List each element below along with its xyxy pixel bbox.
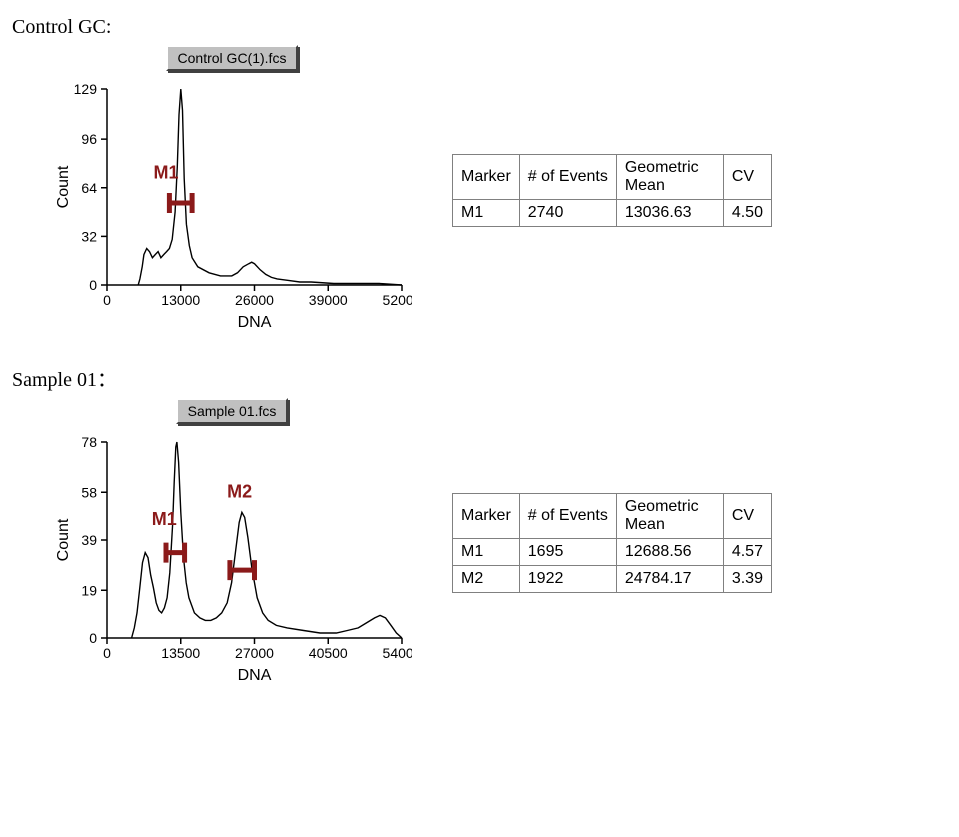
- spacer: [12, 335, 947, 359]
- table-cell: 4.50: [723, 199, 771, 226]
- y-tick-label: 78: [81, 434, 97, 450]
- marker-bracket-m1: [169, 193, 192, 213]
- section-row-1: Sample 01.fcs 0 19 39 58 78 0 13500 27000 40500 54…: [52, 398, 947, 688]
- table-row: M2192224784.173.39: [453, 566, 772, 593]
- histogram-chart: 0 19 39 58 78 0 13500 27000 40500 54000 M1 M2 DNA Cou…: [52, 428, 412, 688]
- y-axis-title: Count: [55, 165, 72, 208]
- data-curve: [132, 442, 402, 638]
- x-axis-title: DNA: [238, 314, 272, 331]
- y-tick-label: 58: [81, 484, 97, 500]
- y-tick-label: 19: [81, 582, 97, 598]
- table-cell: 12688.56: [616, 539, 723, 566]
- x-tick-label: 0: [103, 292, 111, 308]
- table-cell: 1695: [519, 539, 616, 566]
- section-title-0: Control GC:: [12, 16, 947, 39]
- x-axis-title: DNA: [238, 667, 272, 684]
- column-header: Marker: [453, 154, 520, 199]
- marker-bracket-m1: [166, 543, 185, 563]
- x-tick-label: 13000: [161, 292, 200, 308]
- stats-table: Marker# of EventsGeometric MeanCVM127401…: [452, 154, 772, 227]
- table-cell: M1: [453, 199, 520, 226]
- x-tick-label: 40500: [309, 645, 348, 661]
- x-tick-label: 13500: [161, 645, 200, 661]
- chart-wrap-0: Control GC(1).fcs 0 32 64 96 129 0 13000 26000 39…: [52, 45, 412, 335]
- table-cell: 24784.17: [616, 566, 723, 593]
- table-cell: 4.57: [723, 539, 771, 566]
- table-cell: M1: [453, 539, 520, 566]
- table-cell: 2740: [519, 199, 616, 226]
- marker-label-m1: M1: [154, 163, 179, 183]
- marker-label-m2: M2: [227, 481, 252, 501]
- table-row: M1274013036.634.50: [453, 199, 772, 226]
- y-tick-label: 0: [89, 630, 97, 646]
- table-header-row: Marker# of EventsGeometric MeanCV: [453, 494, 772, 539]
- filename-box: Control GC(1).fcs: [166, 45, 299, 71]
- y-tick-label: 64: [81, 180, 97, 196]
- section-row-0: Control GC(1).fcs 0 32 64 96 129 0 13000 26000 39…: [52, 45, 947, 335]
- column-header: Marker: [453, 494, 520, 539]
- y-tick-label: 0: [89, 277, 97, 293]
- table-cell: M2: [453, 566, 520, 593]
- x-tick-label: 39000: [309, 292, 348, 308]
- column-header: Geometric Mean: [616, 154, 723, 199]
- x-tick-label: 26000: [235, 292, 274, 308]
- table-cell: 13036.63: [616, 199, 723, 226]
- table-cell: 1922: [519, 566, 616, 593]
- y-tick-label: 129: [74, 81, 98, 97]
- x-tick-label: 27000: [235, 645, 274, 661]
- marker-label-m1: M1: [152, 509, 177, 529]
- x-tick-label: 54000: [383, 645, 412, 661]
- y-tick-label: 96: [81, 131, 97, 147]
- column-header: # of Events: [519, 154, 616, 199]
- column-header: Geometric Mean: [616, 494, 723, 539]
- data-curve: [138, 89, 402, 285]
- y-axis-title: Count: [55, 518, 72, 561]
- y-tick-label: 39: [81, 532, 97, 548]
- column-header: # of Events: [519, 494, 616, 539]
- table-row: M1169512688.564.57: [453, 539, 772, 566]
- column-header: CV: [723, 154, 771, 199]
- table-header-row: Marker# of EventsGeometric MeanCV: [453, 154, 772, 199]
- column-header: CV: [723, 494, 771, 539]
- y-tick-label: 32: [81, 228, 97, 244]
- histogram-chart: 0 32 64 96 129 0 13000 26000 39000 52000 M1 DNA Coun…: [52, 75, 412, 335]
- table-cell: 3.39: [723, 566, 771, 593]
- section-title-1: Sample 01：: [12, 363, 947, 392]
- filename-box: Sample 01.fcs: [176, 398, 289, 424]
- stats-table: Marker# of EventsGeometric MeanCVM116951…: [452, 493, 772, 593]
- chart-wrap-1: Sample 01.fcs 0 19 39 58 78 0 13500 27000 40500 54…: [52, 398, 412, 688]
- x-tick-label: 0: [103, 645, 111, 661]
- x-tick-label: 52000: [383, 292, 412, 308]
